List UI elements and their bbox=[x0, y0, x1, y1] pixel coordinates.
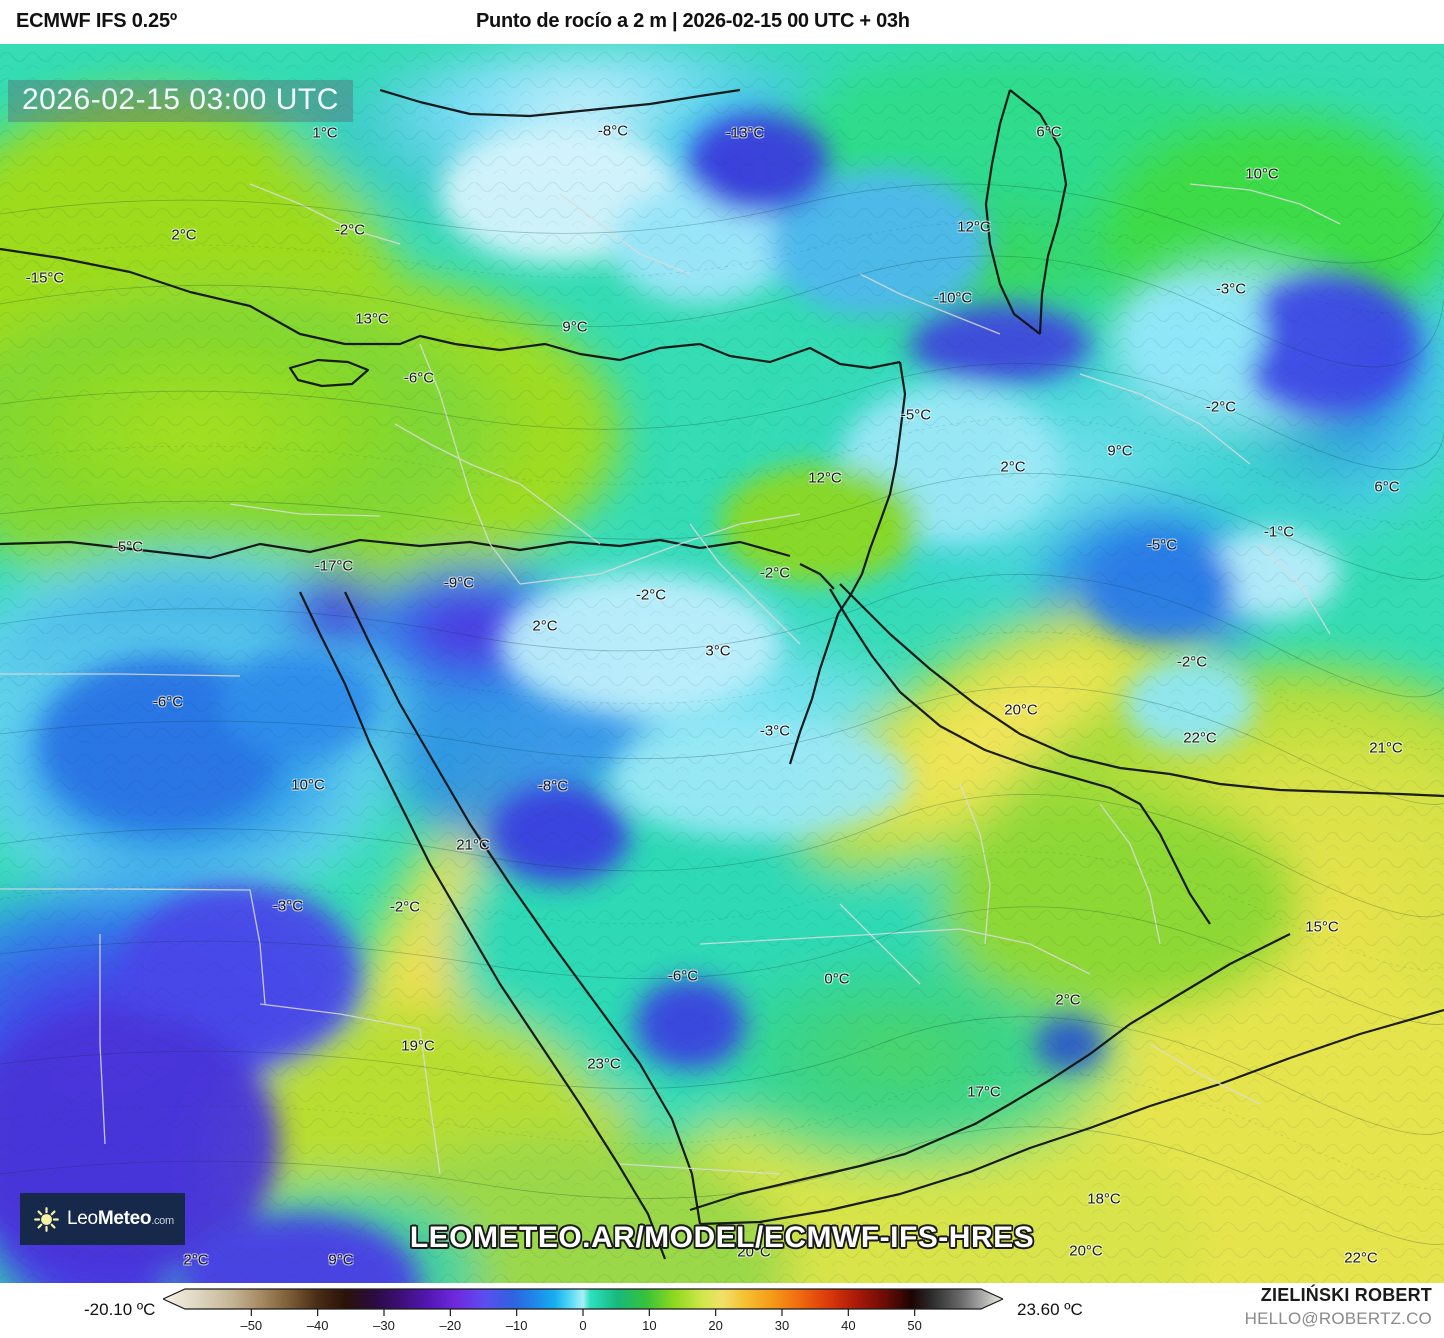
contour-label: -5°C bbox=[900, 406, 932, 424]
colorbar-tick-label: ‒30 bbox=[373, 1318, 395, 1333]
logo-text-light: Leo bbox=[67, 1208, 98, 1229]
contour-label: 21°C bbox=[456, 836, 490, 854]
contour-label: -2°C bbox=[1205, 398, 1237, 416]
colorbar-graphic: ‒50 ‒40 ‒30 ‒20 ‒10 0 10 20 30 40 50 bbox=[163, 1288, 1003, 1333]
header-bar: ECMWF IFS 0.25º Punto de rocío a 2 m | 2… bbox=[0, 0, 1444, 44]
contour-label: -6°C bbox=[403, 369, 435, 387]
contour-label: 21°C bbox=[1369, 739, 1403, 757]
contour-label: -15°C bbox=[25, 269, 65, 287]
contour-label: 2°C bbox=[171, 226, 197, 244]
contour-label: 18°C bbox=[1087, 1190, 1121, 1208]
colorbar-min-label: -20.10 ºC bbox=[84, 1300, 156, 1319]
contour-label: 10°C bbox=[1245, 165, 1279, 183]
author-name: ZIELIŃSKI ROBERT bbox=[1260, 1285, 1432, 1305]
contour-label: 20°C bbox=[737, 1243, 771, 1261]
contour-label: -3°C bbox=[1215, 280, 1247, 298]
contour-label: -10°C bbox=[933, 289, 973, 307]
author-email[interactable]: HELLO@ROBERTZ.CO bbox=[1244, 1309, 1432, 1328]
colorbar-tick-label: 30 bbox=[775, 1318, 789, 1333]
colorbar[interactable]: ‒50 ‒40 ‒30 ‒20 ‒10 0 10 20 30 40 50 bbox=[163, 1288, 1003, 1334]
contour-label: -6°C bbox=[152, 693, 184, 711]
contour-label: 2°C bbox=[1000, 458, 1026, 476]
colorbar-tick-label: 40 bbox=[841, 1318, 855, 1333]
footer-bar: -20.10 ºC ‒50 ‒40 ‒30 ‒20 ‒10 0 10 20 30 40 50 23.… bbox=[0, 1283, 1444, 1338]
contour-label: 6°C bbox=[1374, 478, 1400, 496]
contour-label: 12°C bbox=[957, 218, 991, 236]
contour-label: 19°C bbox=[401, 1037, 435, 1055]
map-timestamp-badge: 2026-02-15 03:00 UTC bbox=[8, 80, 353, 122]
contour-label: 3°C bbox=[705, 642, 731, 660]
contour-label: -3°C bbox=[759, 722, 791, 740]
contour-label: 9°C bbox=[1107, 442, 1133, 460]
logo-text-tld: .com bbox=[151, 1215, 174, 1227]
logo-text-bold: Meteo bbox=[97, 1208, 152, 1229]
contour-label: 2°C bbox=[183, 1251, 209, 1269]
contour-label: 12°C bbox=[808, 469, 842, 487]
contour-label: -13°C bbox=[725, 124, 765, 142]
contour-label: -2°C bbox=[1176, 653, 1208, 671]
contour-label: -8°C bbox=[597, 122, 629, 140]
contour-label: -17°C bbox=[314, 557, 354, 575]
contour-label: -6°C bbox=[667, 967, 699, 985]
contour-label: -2°C bbox=[759, 564, 791, 582]
contour-label: -5°C bbox=[1146, 536, 1178, 554]
contour-label: -8°C bbox=[537, 777, 569, 795]
logo-wordmark: LeoMeteo.com bbox=[67, 1208, 174, 1230]
contour-label: 15°C bbox=[1305, 918, 1339, 936]
contour-label: 22°C bbox=[1344, 1249, 1378, 1267]
sun-icon bbox=[34, 1206, 59, 1232]
field-title: Punto de rocío a 2 m | 2026-02-15 00 UTC… bbox=[476, 10, 910, 32]
contour-label: 13°C bbox=[355, 310, 389, 328]
colorbar-tick-label: ‒40 bbox=[307, 1318, 329, 1333]
colorbar-tick-label: ‒50 bbox=[240, 1318, 262, 1333]
contour-label: 17°C bbox=[967, 1083, 1001, 1101]
contour-label: -3°C bbox=[272, 897, 304, 915]
contour-label: -2°C bbox=[635, 586, 667, 604]
contour-label: -2°C bbox=[334, 221, 366, 239]
colorbar-max-label: 23.60 ºC bbox=[1017, 1300, 1083, 1319]
colorbar-tick-label: ‒20 bbox=[439, 1318, 461, 1333]
dewpoint-contour-canvas bbox=[0, 44, 1444, 1283]
map-viewport[interactable]: 2026-02-15 03:00 UTC 1°C -8°C -13°C 6°C 10°C… bbox=[0, 44, 1444, 1283]
contour-label: 6°C bbox=[1036, 123, 1062, 141]
colorbar-tick-label: 0 bbox=[579, 1318, 586, 1333]
colorbar-tick-label: 10 bbox=[642, 1318, 656, 1333]
leometeo-logo[interactable]: LeoMeteo.com bbox=[20, 1193, 185, 1245]
contour-label: -2°C bbox=[389, 898, 421, 916]
contour-label: 20°C bbox=[1069, 1242, 1103, 1260]
contour-label: 9°C bbox=[562, 318, 588, 336]
contour-label: -5°C bbox=[112, 538, 144, 556]
contour-label: 10°C bbox=[291, 776, 325, 794]
contour-label: 1°C bbox=[312, 124, 338, 142]
model-title: ECMWF IFS 0.25º bbox=[16, 10, 177, 32]
contour-label: 23°C bbox=[587, 1055, 621, 1073]
contour-label: -1°C bbox=[1263, 523, 1295, 541]
contour-label: -9°C bbox=[443, 574, 475, 592]
contour-label: 22°C bbox=[1183, 729, 1217, 747]
contour-label: 2°C bbox=[532, 617, 558, 635]
colorbar-tick-label: 20 bbox=[708, 1318, 722, 1333]
colorbar-tick-label: 50 bbox=[907, 1318, 921, 1333]
colorbar-tick-label: ‒10 bbox=[506, 1318, 528, 1333]
contour-label: 9°C bbox=[328, 1251, 354, 1269]
site-watermark: LEOMETEO.AR/MODEL/ECMWF-IFS-HRES bbox=[409, 1221, 1035, 1254]
contour-label: 0°C bbox=[824, 970, 850, 988]
contour-label: 2°C bbox=[1055, 991, 1081, 1009]
contour-label: 20°C bbox=[1004, 701, 1038, 719]
